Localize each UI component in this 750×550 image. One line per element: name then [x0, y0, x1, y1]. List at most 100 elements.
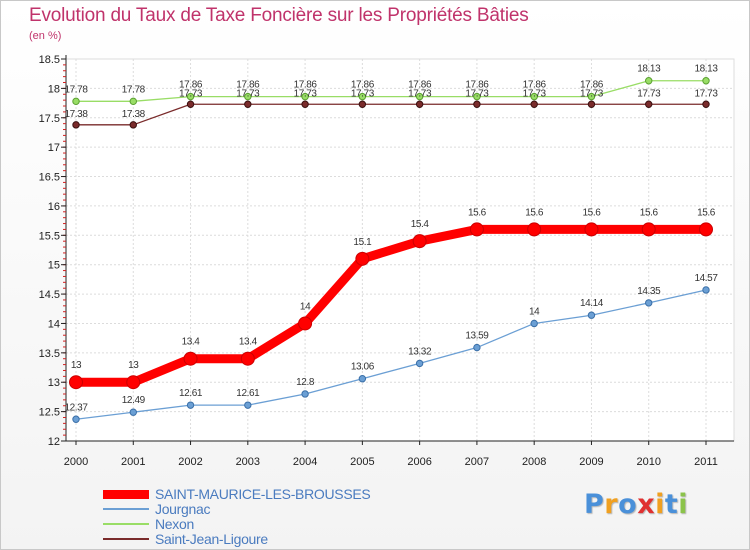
data-label: 17.73	[465, 88, 489, 99]
data-point	[301, 100, 309, 108]
x-tick-label: 2007	[465, 456, 489, 468]
legend-label: Nexon	[155, 516, 194, 532]
legend-swatch	[103, 523, 149, 525]
data-label: 17.73	[236, 88, 260, 99]
data-point	[72, 415, 80, 423]
data-point	[244, 401, 252, 409]
data-label: 15.6	[525, 207, 544, 218]
data-point	[469, 222, 484, 237]
data-point	[699, 222, 713, 237]
data-label: 12.49	[122, 395, 146, 406]
x-tick-label: 2011	[694, 456, 718, 468]
y-tick-label: 16.5	[39, 172, 60, 184]
data-point	[584, 222, 599, 237]
data-point	[355, 251, 370, 266]
data-label: 12.61	[179, 388, 203, 399]
data-point	[473, 92, 481, 101]
data-label: 13.59	[465, 331, 489, 342]
data-point	[358, 100, 367, 108]
y-axis-unit-label: (en %)	[29, 30, 62, 42]
data-point	[473, 343, 481, 352]
data-label: 17.78	[122, 84, 146, 95]
data-point	[645, 77, 653, 85]
x-tick-label: 2000	[64, 456, 88, 468]
data-point	[186, 100, 195, 108]
data-point	[645, 299, 653, 307]
data-label: 13.06	[351, 362, 375, 373]
y-tick-label: 16	[48, 201, 60, 213]
data-point	[129, 97, 137, 106]
data-label: 17.73	[637, 88, 661, 99]
data-point	[183, 351, 198, 366]
x-tick-label: 2002	[178, 456, 202, 468]
data-point	[358, 92, 367, 101]
data-point	[186, 92, 195, 101]
data-label: 12.8	[296, 377, 315, 388]
data-point	[645, 100, 653, 108]
data-point	[244, 100, 252, 108]
y-tick-label: 15	[48, 260, 60, 272]
data-label: 17.86	[580, 80, 604, 91]
data-label: 17.73	[294, 88, 318, 99]
y-tick-label: 12	[48, 436, 60, 448]
series-line-0	[71, 224, 711, 387]
data-label: 14	[300, 301, 311, 312]
data-label: 17.73	[580, 88, 604, 99]
legend-label: Saint-Jean-Ligoure	[155, 531, 268, 547]
data-label: 12.61	[236, 388, 260, 399]
data-point	[186, 401, 195, 409]
data-point	[301, 390, 309, 398]
x-tick-label: 2004	[293, 456, 317, 468]
data-label: 13	[128, 360, 139, 371]
x-tick-label: 2003	[236, 456, 260, 468]
data-label: 17.86	[236, 80, 260, 91]
chart-title: Evolution du Taux de Taxe Foncière sur l…	[29, 5, 529, 26]
data-point	[587, 100, 596, 108]
data-label: 14.35	[637, 286, 661, 297]
x-tick-label: 2001	[121, 456, 145, 468]
y-tick-label: 14.5	[39, 289, 60, 301]
data-point	[358, 375, 367, 383]
data-label: 14.14	[580, 298, 604, 309]
data-label: 17.73	[523, 88, 547, 99]
data-label: 17.86	[351, 80, 375, 91]
data-label: 17.86	[465, 80, 489, 91]
series-line-1	[75, 289, 707, 420]
data-point	[530, 319, 538, 328]
y-tick-label: 14	[48, 318, 60, 330]
data-point	[530, 100, 538, 108]
data-label: 13	[71, 360, 82, 371]
data-point	[298, 316, 313, 331]
legend-swatch	[103, 508, 149, 510]
y-tick-label: 15.5	[39, 230, 60, 242]
data-label: 18.13	[637, 64, 661, 75]
x-tick-label: 2008	[522, 456, 546, 468]
data-point	[530, 92, 538, 101]
series-line-2	[75, 80, 707, 102]
data-label: 15.4	[411, 219, 430, 230]
data-point	[702, 100, 710, 108]
data-point	[72, 121, 80, 129]
data-label: 15.6	[583, 207, 602, 218]
data-point	[415, 100, 424, 108]
data-label: 13.4	[182, 337, 201, 348]
legend-swatch	[103, 489, 149, 499]
data-point	[129, 408, 137, 416]
data-label: 17.73	[408, 88, 432, 99]
data-label: 15.6	[697, 207, 716, 218]
proxiti-logo: Proxiti	[584, 489, 689, 520]
data-point	[129, 121, 137, 129]
data-point	[587, 92, 596, 101]
legend-label: Jourgnac	[155, 501, 211, 517]
data-point	[641, 222, 656, 237]
data-point	[473, 100, 481, 108]
y-tick-label: 12.5	[39, 407, 60, 419]
data-point	[702, 77, 710, 85]
legend-swatch	[103, 538, 149, 540]
data-label: 17.73	[351, 88, 375, 99]
data-label: 17.38	[122, 109, 146, 120]
x-tick-label: 2009	[579, 456, 603, 468]
x-tick-label: 2006	[407, 456, 431, 468]
